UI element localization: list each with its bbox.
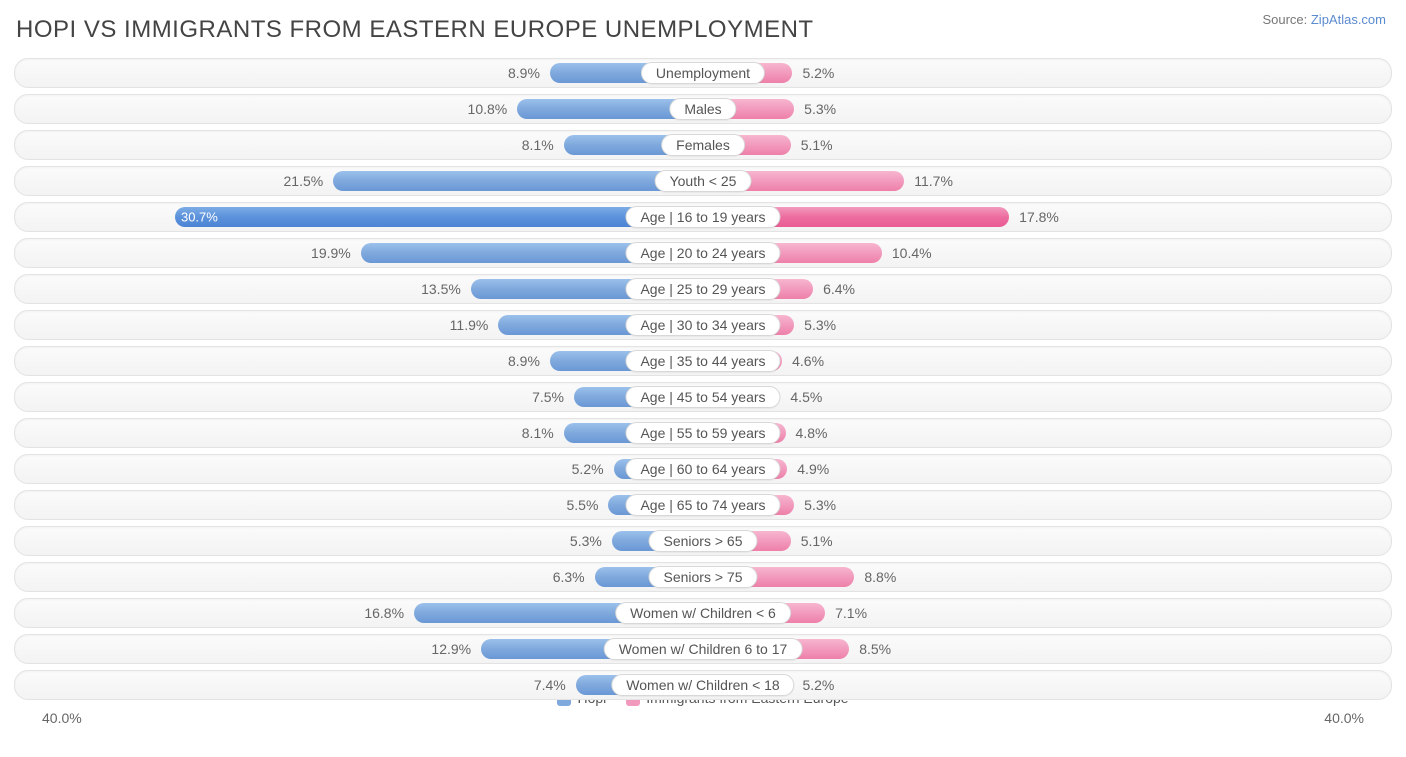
value-left: 16.8%: [364, 605, 414, 621]
value-left: 7.4%: [534, 677, 576, 693]
chart-row: 5.2% 4.9% Age | 60 to 64 years: [14, 454, 1392, 484]
source-attribution: Source: ZipAtlas.com: [1262, 12, 1386, 27]
value-right: 8.8%: [854, 569, 896, 585]
chart-row: 8.1% 5.1% Females: [14, 130, 1392, 160]
value-right: 8.5%: [849, 641, 891, 657]
category-label: Males: [669, 98, 736, 120]
category-label: Age | 35 to 44 years: [625, 350, 780, 372]
source-link[interactable]: ZipAtlas.com: [1311, 12, 1386, 27]
value-right: 6.4%: [813, 281, 855, 297]
category-label: Age | 25 to 29 years: [625, 278, 780, 300]
value-left: 5.2%: [572, 461, 614, 477]
chart-row: 7.4% 5.2%Women w/ Children < 18: [14, 670, 1392, 700]
value-right: 4.5%: [780, 389, 822, 405]
chart-row: 7.5% 4.5%Age | 45 to 54 years: [14, 382, 1392, 412]
value-right: 10.4%: [882, 245, 932, 261]
value-left: 5.5%: [566, 497, 608, 513]
value-right: 4.9%: [787, 461, 829, 477]
value-right: 4.6%: [782, 353, 824, 369]
chart-row: 19.9% 10.4% Age | 20 to 24 years: [14, 238, 1392, 268]
category-label: Seniors > 65: [649, 530, 758, 552]
chart-row: 5.5% 5.3% Age | 65 to 74 years: [14, 490, 1392, 520]
value-right: 5.3%: [794, 497, 836, 513]
diverging-bar-chart: 8.9% 5.2% Unemployment 10.8% 5.3% Males 8.1% 5.…: [14, 58, 1392, 700]
category-label: Youth < 25: [655, 170, 752, 192]
value-right: 5.3%: [794, 101, 836, 117]
value-left: 8.9%: [508, 353, 550, 369]
category-label: Women w/ Children < 6: [615, 602, 791, 624]
value-left: 5.3%: [570, 533, 612, 549]
value-left: 12.9%: [431, 641, 481, 657]
value-left: 21.5%: [284, 173, 334, 189]
axis-left-max: 40.0%: [42, 710, 82, 726]
chart-row: 12.9% 8.5% Women w/ Children 6 to 17: [14, 634, 1392, 664]
value-right: 5.2%: [792, 65, 834, 81]
category-label: Age | 20 to 24 years: [625, 242, 780, 264]
chart-row: 13.5% 6.4% Age | 25 to 29 years: [14, 274, 1392, 304]
value-right: 4.8%: [786, 425, 828, 441]
value-right: 5.2%: [792, 677, 834, 693]
value-left: 8.9%: [508, 65, 550, 81]
value-left: 8.1%: [522, 137, 564, 153]
chart-row: 8.9% 4.6%Age | 35 to 44 years: [14, 346, 1392, 376]
category-label: Females: [661, 134, 745, 156]
category-label: Age | 65 to 74 years: [625, 494, 780, 516]
chart-row: 11.9% 5.3% Age | 30 to 34 years: [14, 310, 1392, 340]
category-label: Unemployment: [641, 62, 765, 84]
value-left: 19.9%: [311, 245, 361, 261]
value-left: 13.5%: [421, 281, 471, 297]
chart-row: 8.9% 5.2% Unemployment: [14, 58, 1392, 88]
chart-row: 10.8% 5.3% Males: [14, 94, 1392, 124]
chart-row: 16.8% 7.1% Women w/ Children < 6: [14, 598, 1392, 628]
category-label: Age | 55 to 59 years: [625, 422, 780, 444]
value-left: 7.5%: [532, 389, 574, 405]
value-left: 8.1%: [522, 425, 564, 441]
value-right: 11.7%: [904, 173, 953, 189]
chart-row: 6.3% 8.8% Seniors > 75: [14, 562, 1392, 592]
category-label: Age | 16 to 19 years: [625, 206, 780, 228]
category-label: Age | 45 to 54 years: [625, 386, 780, 408]
category-label: Age | 30 to 34 years: [625, 314, 780, 336]
value-right: 5.1%: [791, 533, 833, 549]
value-right: 5.3%: [794, 317, 836, 333]
chart-row: 21.5% 11.7% Youth < 25: [14, 166, 1392, 196]
axis-right-max: 40.0%: [1324, 710, 1364, 726]
chart-row: 30.7% 17.8% Age | 16 to 19 years: [14, 202, 1392, 232]
value-right: 17.8%: [1009, 209, 1059, 225]
bar-left: 21.5%: [333, 171, 703, 191]
source-prefix: Source:: [1262, 12, 1310, 27]
value-left: 6.3%: [553, 569, 595, 585]
value-left: 30.7%: [181, 210, 218, 225]
chart-title: HOPI VS IMMIGRANTS FROM EASTERN EUROPE U…: [16, 16, 1392, 44]
value-left: 11.9%: [450, 317, 499, 333]
category-label: Seniors > 75: [649, 566, 758, 588]
category-label: Women w/ Children < 18: [611, 674, 794, 696]
value-left: 10.8%: [468, 101, 518, 117]
chart-row: 8.1% 4.8% Age | 55 to 59 years: [14, 418, 1392, 448]
value-right: 5.1%: [791, 137, 833, 153]
category-label: Age | 60 to 64 years: [625, 458, 780, 480]
value-right: 7.1%: [825, 605, 867, 621]
chart-row: 5.3% 5.1% Seniors > 65: [14, 526, 1392, 556]
axis-labels: 40.0% Hopi Immigrants from Eastern Europ…: [14, 706, 1392, 726]
bar-left: 30.7%: [175, 207, 703, 227]
category-label: Women w/ Children 6 to 17: [604, 638, 803, 660]
